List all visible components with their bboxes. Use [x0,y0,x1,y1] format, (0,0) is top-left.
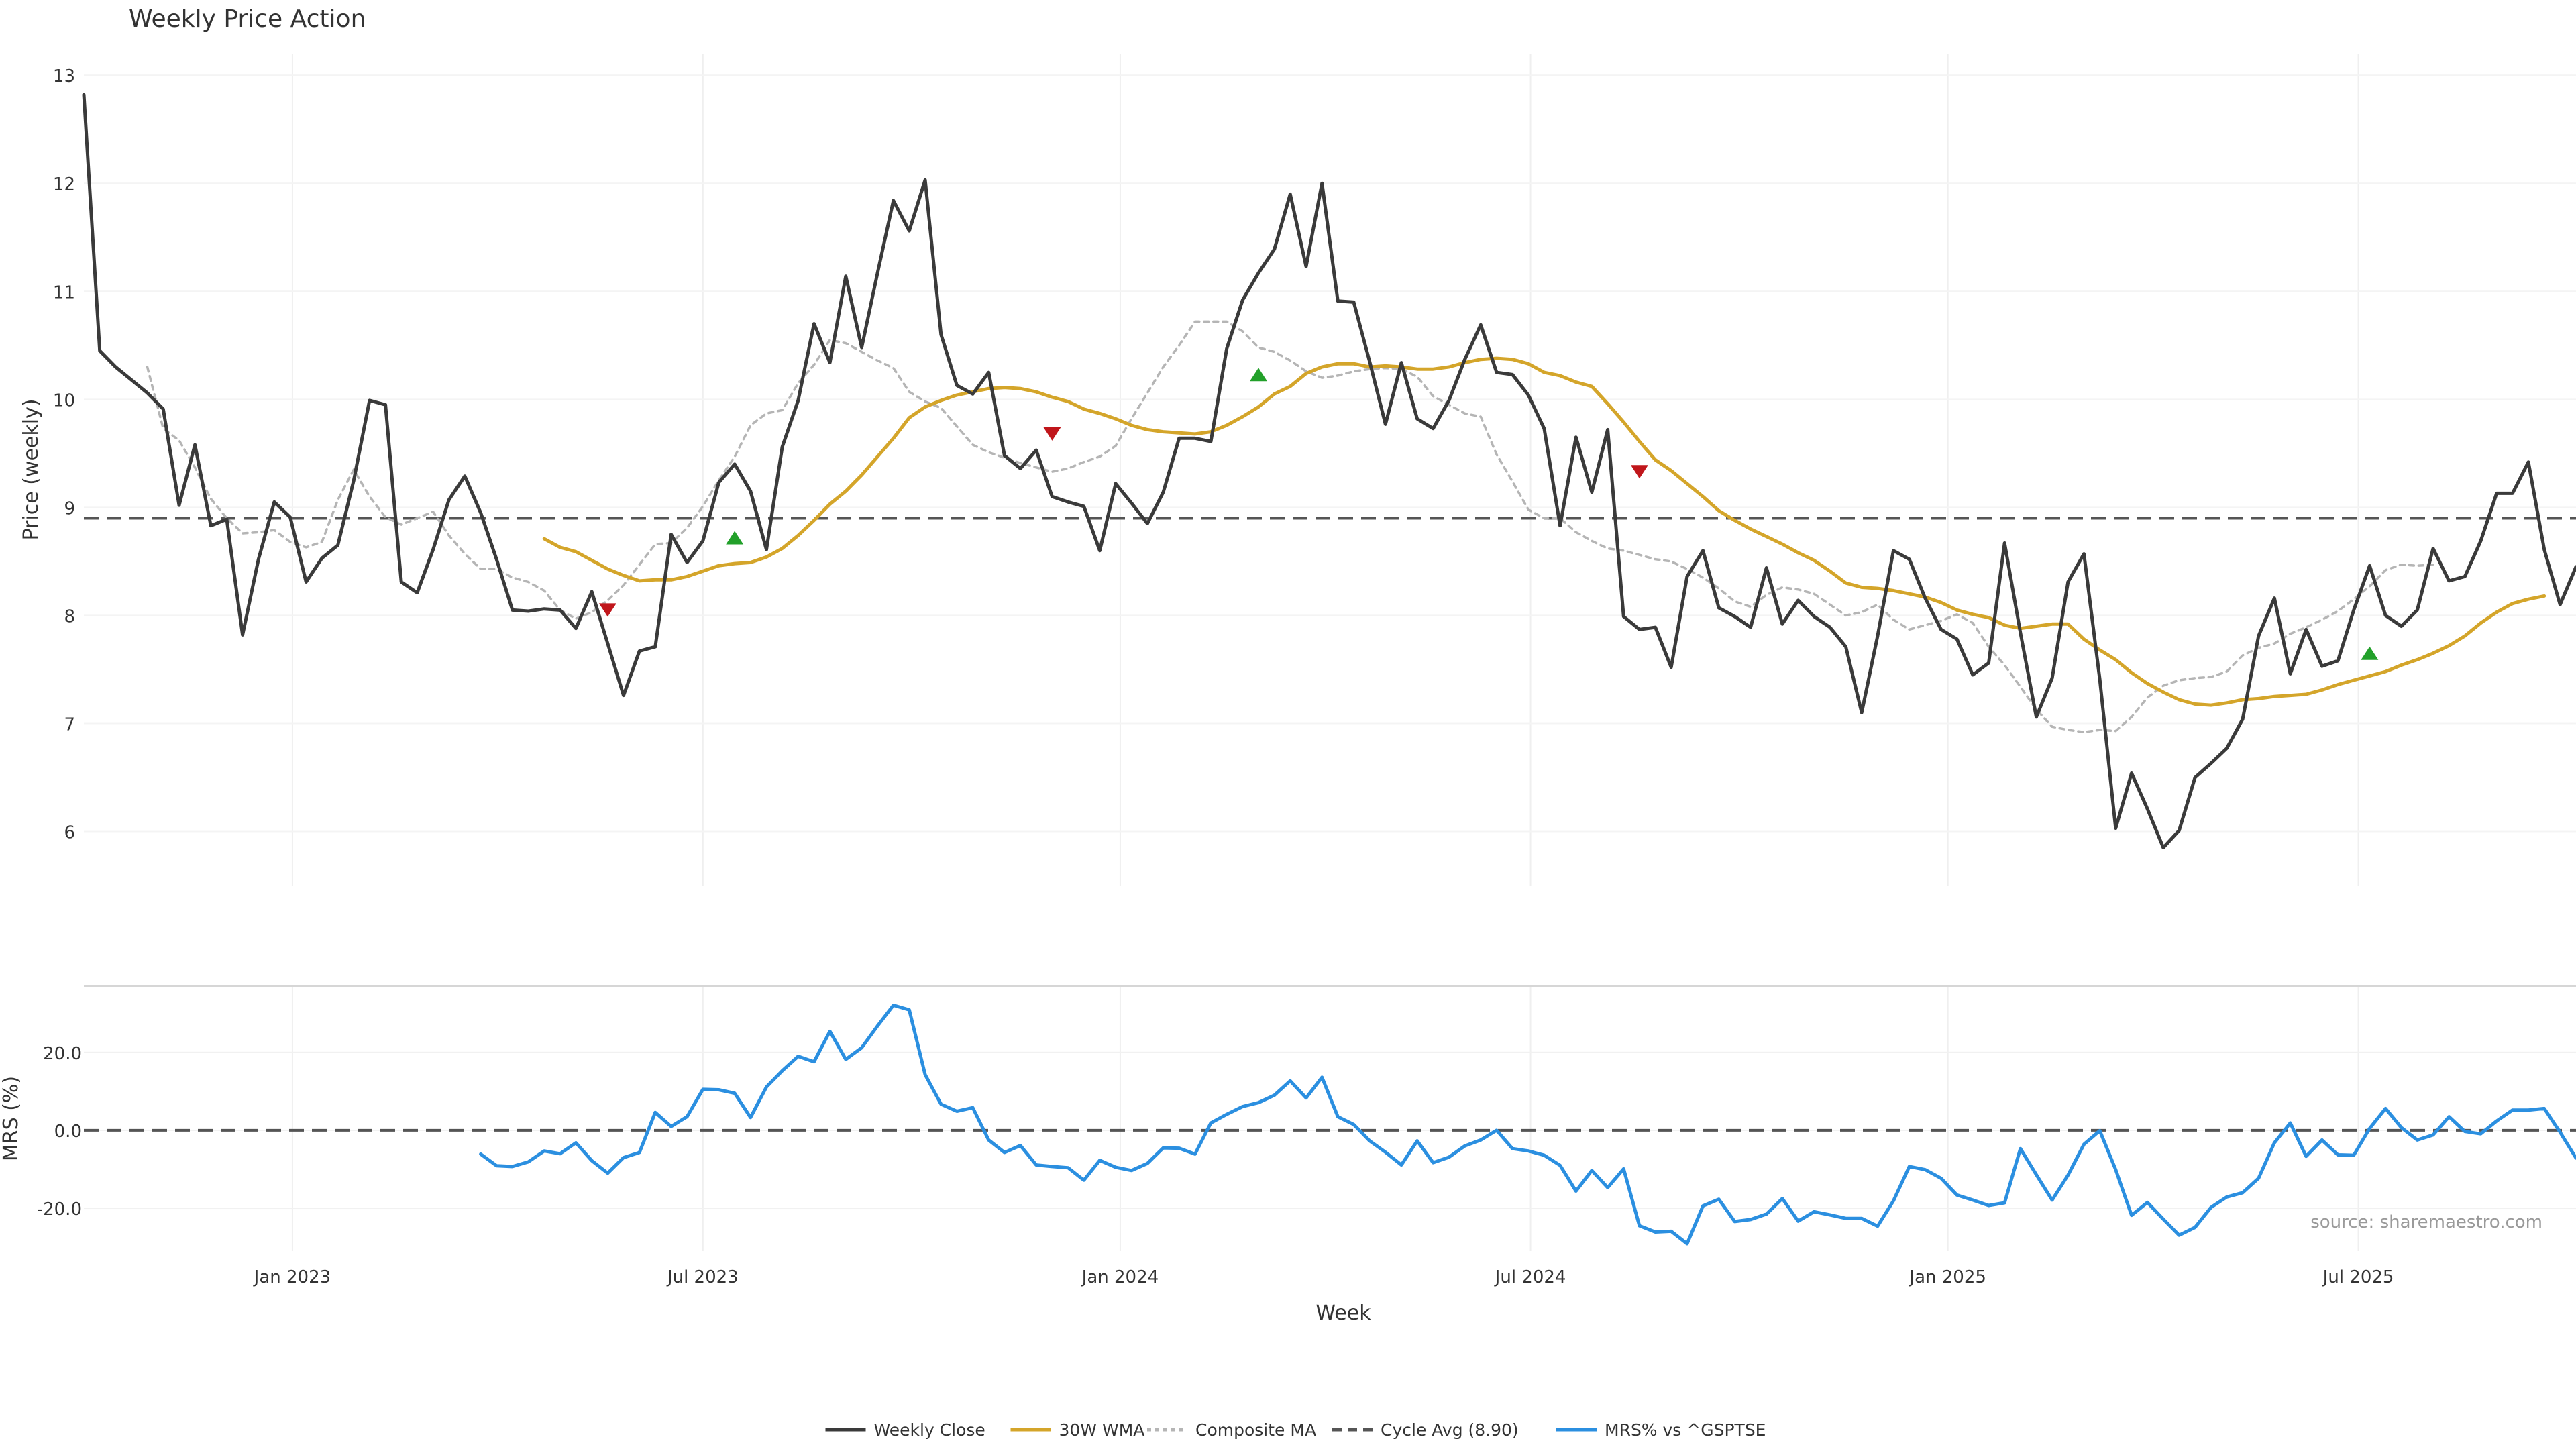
mrs-y-tick-label: 0.0 [54,1122,82,1142]
price-y-tick-label: 8 [64,606,75,627]
price-y-tick-label: 13 [53,66,75,87]
price-y-tick-label: 12 [53,174,75,195]
price-y-tick-label: 7 [64,714,75,735]
buy-signal-marker [726,531,744,545]
x-tick-label: Jul 2025 [2322,1267,2394,1287]
series-composite-ma-line [146,320,2434,734]
price-y-tick-label: 6 [64,822,75,843]
price-y-tick-label: 9 [64,498,75,519]
x-tick-label: Jul 2023 [666,1267,739,1287]
price-panel: Weekly Price Action 6 7 8 9 10 11 12 13 Price (we… [19,5,2576,885]
mrs-panel: -20.0 0.0 20.0 MRS (%) [0,985,2576,1251]
x-tick-label: Jan 2024 [1081,1267,1159,1287]
series-weekly-close-line [82,93,2576,850]
price-y-tick-label: 10 [53,390,75,411]
price-y-axis-label: Price (weekly) [19,398,43,540]
x-axis: Jan 2023 Jul 2023 Jan 2024 Jul 2024 Jan 2025… [253,1267,2394,1325]
price-y-tick-label: 11 [53,282,75,303]
sell-signal-marker [1630,465,1648,479]
source-note: source: sharemaestro.com [2310,1212,2542,1232]
buy-signal-marker [1250,368,1268,382]
chart-title: Weekly Price Action [129,5,366,33]
x-tick-label: Jul 2024 [1494,1267,1566,1287]
x-axis-label: Week [1316,1301,1371,1325]
series-mrs-vs-gsptse-line [479,1004,2576,1246]
series-30w-wma-line [542,356,2546,707]
mrs-y-tick-label: 20.0 [43,1044,82,1064]
legend-label-mrs-vs-gsptse: MRS% vs ^GSPTSE [1605,1420,1766,1440]
legend-label-30w-wma: 30W WMA [1059,1420,1145,1440]
legend: Weekly Close 30W WMA Composite MA Cycle Avg… [825,1420,1766,1440]
x-tick-label: Jan 2025 [1908,1267,1986,1287]
legend-label-weekly-close: Weekly Close [874,1420,985,1440]
x-tick-label: Jan 2023 [253,1267,331,1287]
legend-label-cycle-avg-8-90: Cycle Avg (8.90) [1381,1420,1519,1440]
mrs-y-tick-label: -20.0 [37,1199,82,1220]
buy-signal-marker [2361,646,2379,660]
sell-signal-marker [598,603,616,617]
sell-signal-marker [1043,427,1061,441]
mrs-y-axis-label: MRS (%) [0,1076,23,1161]
legend-label-composite-ma: Composite MA [1195,1420,1316,1440]
